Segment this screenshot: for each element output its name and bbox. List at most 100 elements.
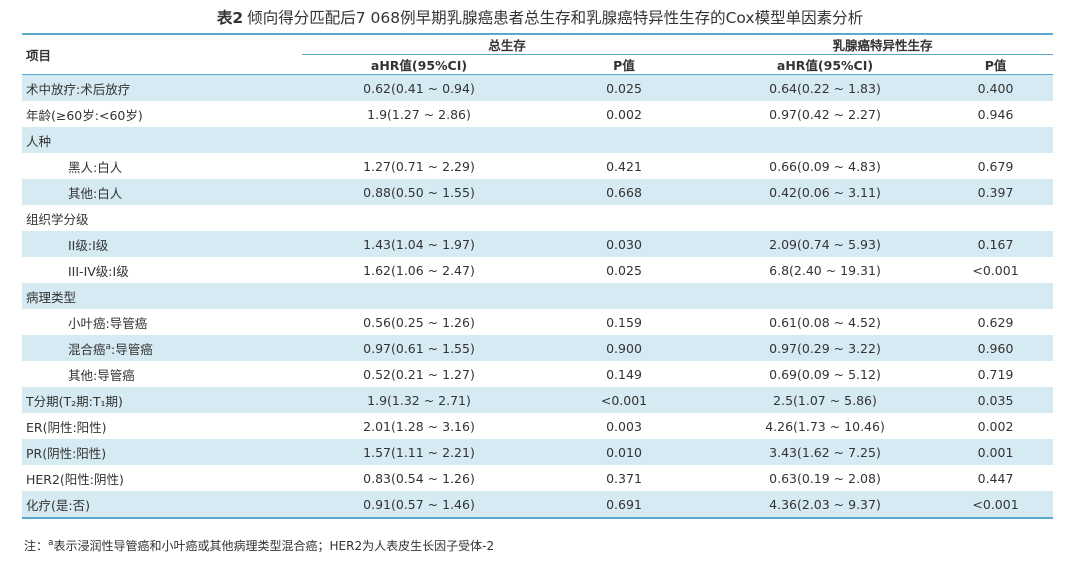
- table-row: ER(阴性:阳性) 2.01(1.28 ~ 3.16) 0.003 4.26(1.73…: [22, 413, 1053, 439]
- table-caption: 倾向得分匹配后7 068例早期乳腺癌患者总生存和乳腺癌特异性生存的Cox模型单因…: [247, 9, 864, 27]
- header-os-p: P值: [536, 54, 713, 75]
- bcss-p-cell: [938, 283, 1054, 309]
- row-label-text: 组织学分级: [26, 211, 89, 227]
- bcss-hr-cell: [712, 205, 938, 231]
- row-label-text: ER(阴性:阳性): [26, 419, 107, 435]
- table-number: 表2: [216, 9, 244, 27]
- row-label-text: PR(阴性:阳性): [26, 445, 107, 461]
- os-p-cell: 0.030: [536, 231, 713, 257]
- header-cancer-specific-survival: 乳腺癌特异性生存: [712, 33, 1054, 55]
- row-label: PR(阴性:阳性): [22, 439, 302, 465]
- os-p-cell: 0.159: [606, 314, 642, 330]
- os-p-cell: 0.025: [536, 74, 713, 101]
- row-label-text: HER2(阳性:阴性): [26, 471, 124, 487]
- os-hr-cell: 0.88(0.50 ~ 1.55): [302, 179, 536, 205]
- os-hr-cell: 1.9(1.32 ~ 2.71): [302, 387, 536, 413]
- os-p-cell: 0.421: [606, 158, 642, 174]
- header-bcss-hr: aHR值(95%CI): [712, 54, 939, 75]
- header-os-hr: aHR值(95%CI): [302, 54, 536, 75]
- table-row: T分期(T₂期:T₁期) 1.9(1.32 ~ 2.71) <0.001 2.5(1.…: [22, 387, 1054, 413]
- bcss-hr-cell: [712, 127, 939, 153]
- bcss-hr-cell: 3.43(1.62 ~ 7.25): [712, 439, 939, 465]
- os-p-cell: 0.371: [606, 470, 642, 486]
- bcss-hr-cell: 0.64(0.22 ~ 1.83): [712, 74, 939, 101]
- row-label: 其他:导管癌: [22, 361, 302, 387]
- row-label: ER(阴性:阳性): [22, 413, 302, 439]
- os-p-cell: 0.149: [606, 366, 642, 382]
- os-hr-cell: 1.27(0.71 ~ 2.29): [363, 158, 475, 174]
- row-label: 黑人:白人: [22, 153, 302, 179]
- table-row: PR(阴性:阳性) 1.57(1.11 ~ 2.21) 0.010 3.43(1.62…: [22, 439, 1054, 465]
- bcss-hr-cell: 0.63(0.19 ~ 2.08): [769, 470, 881, 486]
- os-p-cell: 0.025: [606, 262, 642, 278]
- row-label-text: II级:I级: [68, 237, 109, 253]
- bcss-hr-cell: 6.8(2.40 ~ 19.31): [769, 262, 881, 278]
- table-footnote: 注：a表示浸润性导管癌和小叶癌或其他病理类型混合癌；HER2为人表皮生长因子受体…: [24, 537, 494, 554]
- row-label-text: 术中放疗:术后放疗: [26, 81, 131, 97]
- table-row: 黑人:白人 1.27(0.71 ~ 2.29) 0.421 0.66(0.09 ~ 4…: [22, 153, 1053, 179]
- bcss-p-cell: 0.002: [977, 418, 1014, 434]
- os-hr-cell: 0.97(0.61 ~ 1.55): [302, 335, 536, 361]
- row-label-text: 人种: [26, 133, 52, 149]
- bcss-hr-cell: 0.97(0.42 ~ 2.27): [769, 106, 881, 122]
- bcss-hr-cell: 0.69(0.09 ~ 5.12): [769, 366, 881, 382]
- table-row: 其他:白人 0.88(0.50 ~ 1.55) 0.668 0.42(0.06 ~ 3…: [22, 179, 1054, 205]
- row-label-text: 病理类型: [26, 289, 77, 305]
- bcss-p-cell: 0.001: [938, 439, 1054, 465]
- bcss-hr-cell: 4.26(1.73 ~ 10.46): [765, 418, 885, 434]
- bcss-p-cell: 0.960: [938, 335, 1054, 361]
- bcss-p-cell: 0.397: [938, 179, 1054, 205]
- bcss-hr-cell: 4.36(2.03 ~ 9.37): [712, 491, 939, 519]
- os-p-cell: [536, 283, 713, 309]
- row-label-tail: :导管癌: [111, 341, 153, 357]
- row-label-text: 小叶癌:导管癌: [68, 315, 148, 331]
- results-table-container: 项目 总生存 乳腺癌特异性生存 aHR值(95%CI) P值 aHR值(95%C…: [22, 33, 1054, 519]
- bcss-hr-cell: 2.09(0.74 ~ 5.93): [712, 231, 939, 257]
- row-label: HER2(阳性:阴性): [22, 465, 302, 491]
- table-row: II级:I级 1.43(1.04 ~ 1.97) 0.030 2.09(0.74 ~ …: [22, 231, 1054, 257]
- bcss-hr-cell: [712, 283, 939, 309]
- table-row: 年龄(≥60岁:<60岁) 1.9(1.27 ~ 2.86) 0.002 0.97(0…: [22, 101, 1053, 127]
- bcss-p-cell: 0.629: [977, 314, 1014, 330]
- os-hr-cell: 0.91(0.57 ~ 1.46): [302, 491, 536, 519]
- bcss-p-cell: [938, 205, 1053, 231]
- table-row: 术中放疗:术后放疗 0.62(0.41 ~ 0.94) 0.025 0.64(0.22…: [22, 74, 1054, 101]
- row-label-text: T分期(T₂期:T₁期): [26, 393, 123, 409]
- footnote-text: 表示浸润性导管癌和小叶癌或其他病理类型混合癌；HER2为人表皮生长因子受体-2: [53, 539, 495, 553]
- header-overall-survival: 总生存: [302, 33, 713, 55]
- footnote-prefix: 注：: [24, 539, 49, 553]
- os-p-cell: 0.010: [536, 439, 713, 465]
- os-hr-cell: 1.43(1.04 ~ 1.97): [302, 231, 536, 257]
- os-hr-cell: [302, 283, 536, 309]
- row-label: 年龄(≥60岁:<60岁): [22, 101, 302, 127]
- os-hr-cell: 1.9(1.27 ~ 2.86): [367, 106, 471, 122]
- os-hr-cell: 1.62(1.06 ~ 2.47): [363, 262, 475, 278]
- table-title: 表2 倾向得分匹配后7 068例早期乳腺癌患者总生存和乳腺癌特异性生存的Cox模型…: [0, 6, 1080, 28]
- os-p-cell: 0.900: [536, 335, 713, 361]
- bcss-hr-cell: 0.97(0.29 ~ 3.22): [712, 335, 939, 361]
- os-hr-cell: 0.52(0.21 ~ 1.27): [363, 366, 475, 382]
- row-label: 术中放疗:术后放疗: [22, 74, 302, 101]
- row-label-sup: a: [105, 341, 112, 352]
- table-row: 小叶癌:导管癌 0.56(0.25 ~ 1.26) 0.159 0.61(0.08 ~…: [22, 309, 1053, 335]
- os-hr-cell: 0.62(0.41 ~ 0.94): [302, 74, 536, 101]
- row-label: 混合癌a:导管癌: [22, 335, 302, 361]
- os-hr-cell: 1.57(1.11 ~ 2.21): [302, 439, 536, 465]
- bcss-p-cell: 0.946: [977, 106, 1014, 122]
- row-label: 病理类型: [22, 283, 302, 309]
- os-hr-cell: [302, 205, 536, 231]
- row-label-text: 其他:导管癌: [68, 367, 135, 383]
- bcss-p-cell: 0.400: [938, 74, 1054, 101]
- row-label-text: 混合癌: [68, 341, 106, 357]
- os-p-cell: 0.003: [606, 418, 642, 434]
- os-p-cell: [536, 127, 713, 153]
- row-label: T分期(T₂期:T₁期): [22, 387, 302, 413]
- bcss-p-cell: 0.679: [977, 158, 1014, 174]
- row-label: 组织学分级: [22, 205, 302, 231]
- table-row: 其他:导管癌 0.52(0.21 ~ 1.27) 0.149 0.69(0.09 ~ …: [22, 361, 1053, 387]
- footnote-marker: a: [48, 538, 54, 548]
- bcss-p-cell: <0.001: [972, 262, 1019, 278]
- bcss-p-cell: <0.001: [938, 491, 1054, 519]
- os-p-cell: 0.691: [536, 491, 713, 519]
- cox-analysis-table: 项目 总生存 乳腺癌特异性生存 aHR值(95%CI) P值 aHR值(95%C…: [22, 33, 1054, 519]
